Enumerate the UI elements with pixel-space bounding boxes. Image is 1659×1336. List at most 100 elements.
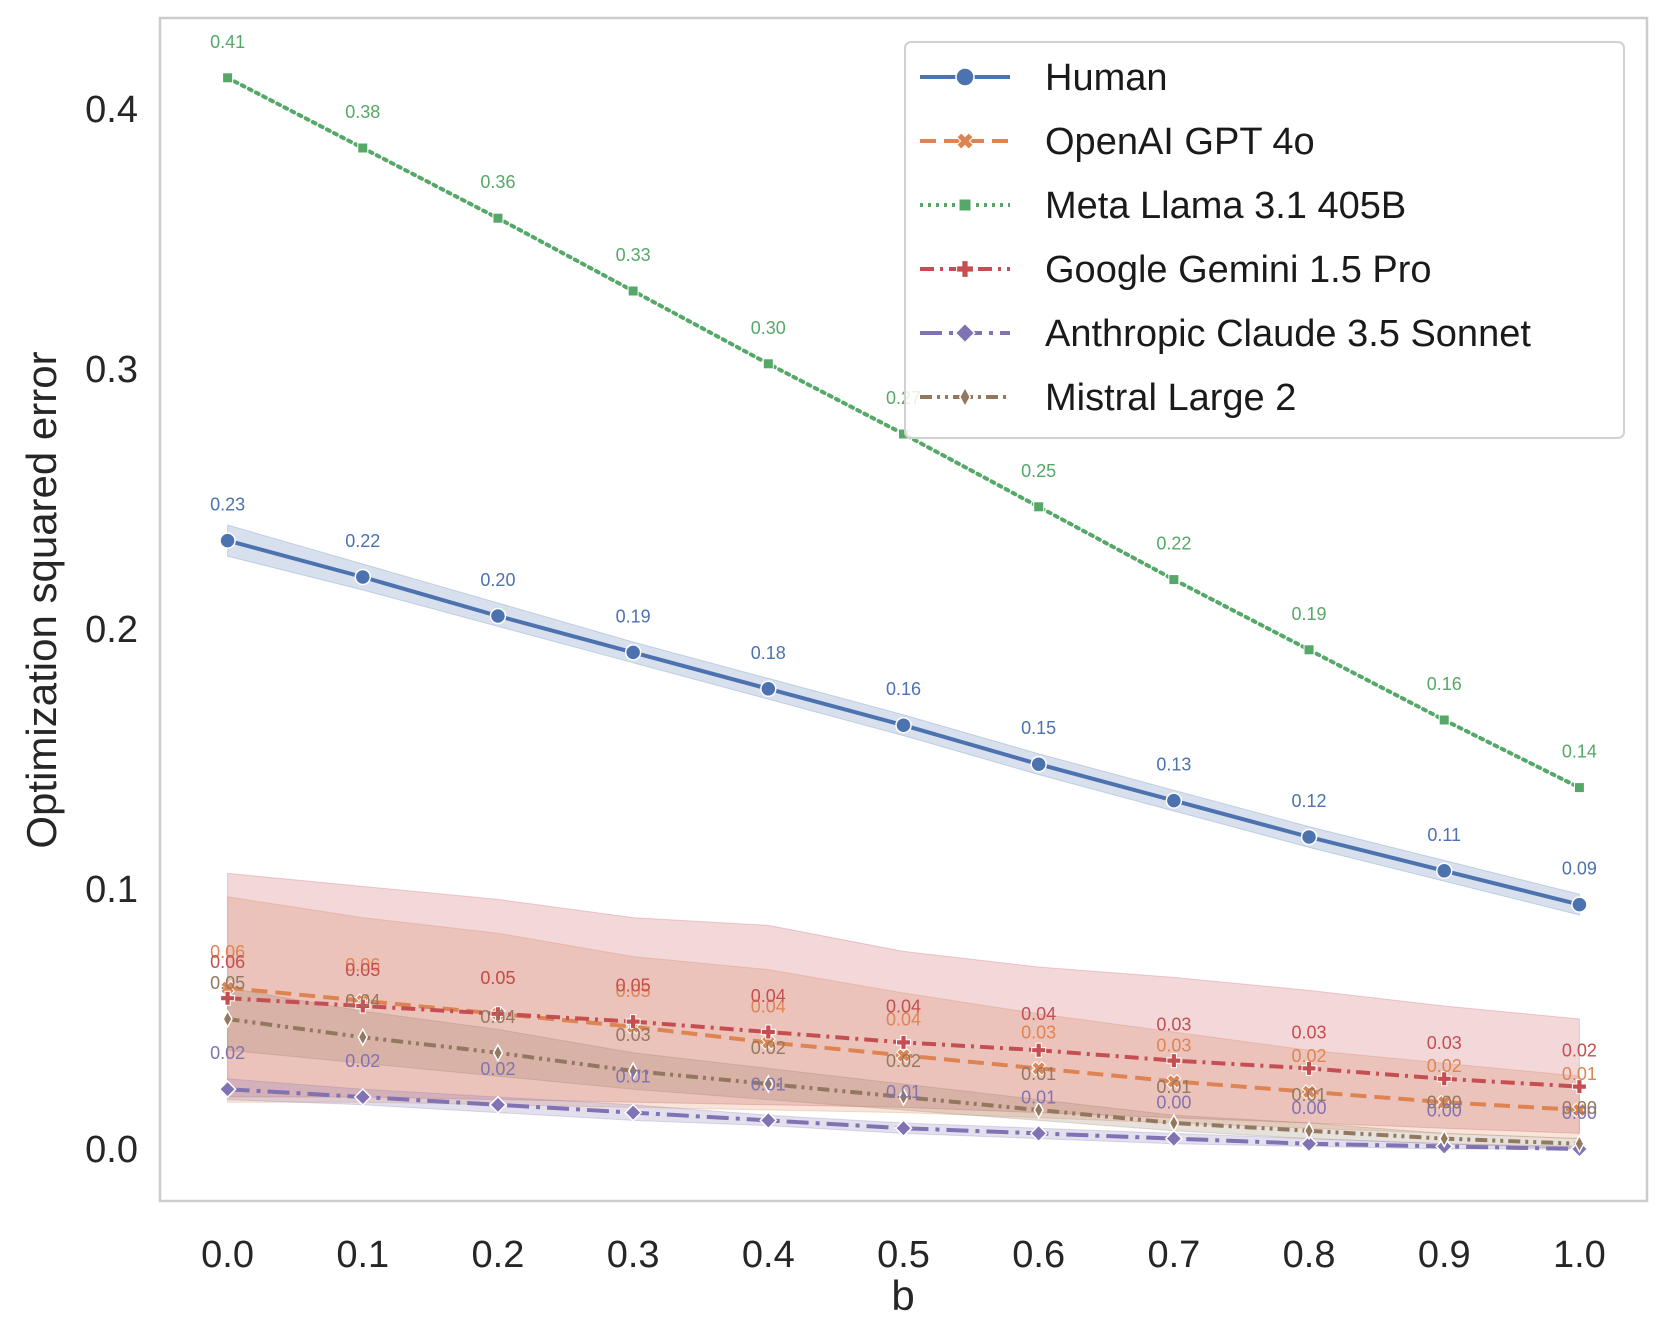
data-point-openai-gpt-4o [896, 1047, 911, 1063]
data-point-google-gemini-1-5-pro [625, 1014, 641, 1030]
data-point-anthropic-claude-3-5-sonnet [1164, 1129, 1183, 1148]
data-point-google-gemini-1-5-pro [1301, 1060, 1317, 1076]
x-tick-label: 0.4 [742, 1234, 795, 1276]
data-label-meta-llama-3-1-405b: 0.38 [345, 102, 380, 122]
legend-item-openai-gpt-4o: OpenAI GPT 4o [920, 121, 1315, 163]
data-point-google-gemini-1-5-pro [896, 1034, 911, 1050]
data-point-anthropic-claude-3-5-sonnet [488, 1095, 508, 1114]
x-tick-label: 0.5 [877, 1234, 930, 1276]
data-point-openai-gpt-4o [1571, 1102, 1587, 1118]
data-label-openai-gpt-4o: 0.06 [345, 955, 380, 975]
y-axis-title: Optimization squared error [18, 351, 65, 848]
data-point-anthropic-claude-3-5-sonnet [759, 1111, 778, 1130]
data-label-human: 0.23 [210, 495, 245, 515]
data-label-mistral-large-2: 0.00 [1562, 1098, 1597, 1118]
data-label-human: 0.16 [886, 679, 921, 699]
data-point-human [219, 532, 236, 549]
data-label-google-gemini-1-5-pro: 0.03 [1156, 1015, 1191, 1035]
data-point-openai-gpt-4o [1031, 1060, 1047, 1076]
data-point-openai-gpt-4o [1301, 1084, 1317, 1100]
data-point-meta-llama-3-1-405b [627, 285, 639, 297]
data-point-human [1571, 896, 1588, 913]
data-label-mistral-large-2: 0.02 [886, 1051, 921, 1071]
data-labels: 0.23 0.22 0.20 0.19 0.18 0.16 0.15 0.13 0.12 0.11… [210, 32, 1597, 1123]
x-tick-label: 0.7 [1147, 1234, 1200, 1276]
data-point-human [354, 568, 372, 586]
data-point-meta-llama-3-1-405b [222, 72, 234, 84]
data-label-openai-gpt-4o: 0.04 [886, 1009, 921, 1029]
data-label-google-gemini-1-5-pro: 0.03 [1427, 1033, 1462, 1053]
data-point-mistral-large-2 [1574, 1134, 1585, 1154]
data-point-meta-llama-3-1-405b [1573, 782, 1585, 794]
data-label-mistral-large-2: 0.04 [345, 991, 380, 1011]
data-label-anthropic-claude-3-5-sonnet: 0.00 [1427, 1100, 1462, 1120]
data-label-google-gemini-1-5-pro: 0.02 [1562, 1041, 1597, 1061]
data-point-human [895, 716, 912, 734]
y-tick-label: 0.2 [85, 609, 138, 651]
x-tick-label: 0.6 [1012, 1234, 1065, 1276]
legend-label: Mistral Large 2 [1045, 377, 1296, 419]
data-point-google-gemini-1-5-pro [1166, 1053, 1182, 1069]
data-label-human: 0.15 [1021, 718, 1056, 738]
x-tick-label: 1.0 [1553, 1234, 1606, 1276]
data-label-mistral-large-2: 0.01 [1021, 1064, 1056, 1084]
legend-label: Anthropic Claude 3.5 Sonnet [1045, 313, 1531, 355]
data-label-openai-gpt-4o: 0.05 [616, 981, 651, 1001]
data-point-meta-llama-3-1-405b [1303, 644, 1315, 656]
data-label-meta-llama-3-1-405b: 0.41 [210, 32, 245, 52]
data-point-mistral-large-2 [222, 1009, 233, 1029]
legend-marker [956, 132, 974, 150]
legend-item-anthropic-claude-3-5-sonnet: Anthropic Claude 3.5 Sonnet [920, 313, 1531, 355]
legend-marker [955, 67, 975, 87]
data-label-meta-llama-3-1-405b: 0.33 [616, 245, 651, 265]
x-tick-label: 0.8 [1283, 1234, 1336, 1276]
data-point-mistral-large-2 [1168, 1113, 1180, 1133]
data-point-meta-llama-3-1-405b [1438, 714, 1450, 726]
data-label-meta-llama-3-1-405b: 0.14 [1562, 742, 1597, 762]
data-point-openai-gpt-4o [1436, 1094, 1452, 1110]
data-point-mistral-large-2 [627, 1061, 639, 1081]
data-label-mistral-large-2: 0.00 [1427, 1093, 1462, 1113]
data-label-openai-gpt-4o: 0.06 [210, 942, 245, 962]
data-label-openai-gpt-4o: 0.02 [1427, 1056, 1462, 1076]
data-point-human [1435, 862, 1453, 880]
data-label-anthropic-claude-3-5-sonnet: 0.01 [751, 1074, 786, 1094]
data-label-google-gemini-1-5-pro: 0.05 [480, 968, 515, 988]
x-tick-label: 0.1 [336, 1234, 389, 1276]
data-label-meta-llama-3-1-405b: 0.25 [1021, 461, 1056, 481]
data-point-mistral-large-2 [357, 1027, 369, 1047]
data-label-mistral-large-2: 0.05 [210, 973, 245, 993]
data-label-openai-gpt-4o: 0.05 [480, 968, 515, 988]
x-tick-label: 0.9 [1418, 1234, 1471, 1276]
data-point-google-gemini-1-5-pro [1571, 1079, 1587, 1095]
data-label-human: 0.19 [616, 606, 651, 626]
data-label-openai-gpt-4o: 0.04 [751, 996, 786, 1016]
data-label-anthropic-claude-3-5-sonnet: 0.01 [886, 1082, 921, 1102]
data-point-anthropic-claude-3-5-sonnet [1029, 1124, 1048, 1143]
data-point-mistral-large-2 [898, 1087, 909, 1107]
data-label-mistral-large-2: 0.04 [480, 1007, 515, 1027]
data-point-anthropic-claude-3-5-sonnet [353, 1087, 372, 1107]
x-axis-title: b [891, 1272, 914, 1319]
data-point-meta-llama-3-1-405b [762, 358, 774, 370]
data-label-human: 0.11 [1427, 825, 1461, 845]
data-label-meta-llama-3-1-405b: 0.16 [1427, 674, 1462, 694]
y-tick-label: 0.4 [85, 89, 138, 131]
data-point-openai-gpt-4o [220, 980, 236, 996]
data-point-human [489, 607, 507, 625]
x-tick-label: 0.0 [201, 1234, 254, 1276]
data-label-google-gemini-1-5-pro: 0.06 [210, 952, 245, 972]
data-point-anthropic-claude-3-5-sonnet [894, 1119, 913, 1138]
x-tick-label: 0.3 [607, 1234, 660, 1276]
data-point-google-gemini-1-5-pro [490, 1006, 506, 1022]
data-point-meta-llama-3-1-405b [492, 212, 504, 224]
y-tick-label: 0.1 [85, 869, 138, 911]
data-point-mistral-large-2 [1438, 1129, 1450, 1149]
y-tick-label: 0.3 [85, 349, 138, 391]
data-label-meta-llama-3-1-405b: 0.30 [751, 318, 786, 338]
data-point-google-gemini-1-5-pro [355, 998, 371, 1014]
data-point-human [1030, 755, 1047, 773]
data-point-human [1165, 792, 1183, 809]
legend-item-human: Human [920, 57, 1168, 99]
